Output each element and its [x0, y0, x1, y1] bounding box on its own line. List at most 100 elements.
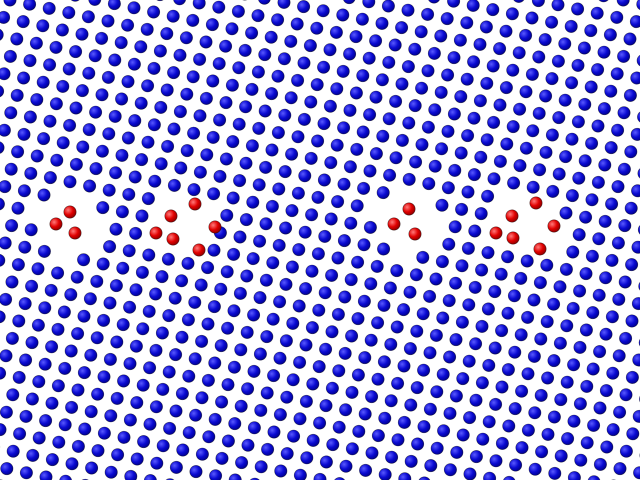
lattice-atom [109, 222, 123, 236]
lattice-atom [481, 302, 495, 316]
lattice-atom [466, 0, 480, 12]
lattice-atom [332, 364, 346, 378]
lattice-atom [12, 370, 26, 384]
lattice-atom [567, 358, 581, 372]
lattice-atom [259, 160, 273, 174]
lattice-atom [227, 247, 241, 261]
lattice-atom [26, 448, 40, 462]
lattice-atom [258, 48, 272, 62]
lattice-atom [548, 466, 562, 480]
lattice-atom [612, 292, 626, 306]
lattice-atom [84, 405, 98, 419]
lattice-atom [0, 349, 13, 363]
lattice-atom [271, 126, 285, 140]
lattice-atom [573, 340, 587, 354]
lattice-atom [469, 393, 483, 407]
lattice-atom [357, 181, 371, 195]
lattice-atom [264, 30, 278, 44]
lattice-atom [606, 423, 620, 437]
lattice-atom [531, 0, 545, 8]
lattice-atom [616, 0, 630, 7]
lattice-atom [489, 397, 503, 411]
lattice-atom [501, 363, 515, 377]
lattice-atom [304, 151, 318, 165]
lattice-atom [325, 268, 339, 282]
lattice-atom [636, 0, 640, 11]
lattice-atom [538, 33, 552, 47]
lattice-atom [411, 437, 425, 451]
lattice-atom [599, 384, 613, 398]
lattice-atom [610, 10, 624, 24]
lattice-atom [501, 250, 515, 264]
lattice-atom [189, 465, 203, 479]
lattice-atom [318, 229, 332, 243]
lattice-atom [443, 463, 457, 477]
lattice-atom [631, 240, 640, 254]
lattice-atom [123, 300, 137, 314]
lattice-atom [142, 304, 156, 318]
lattice-atom [388, 38, 402, 52]
lattice-atom [83, 179, 97, 193]
lattice-atom [219, 39, 233, 53]
lattice-atom [488, 285, 502, 299]
lattice-atom [579, 323, 593, 337]
lattice-atom [617, 49, 631, 63]
lattice-atom [97, 370, 111, 384]
lattice-atom [507, 289, 521, 303]
lattice-atom [23, 110, 37, 124]
lattice-atom [241, 382, 255, 396]
lattice-atom [305, 208, 319, 222]
lattice-atom [45, 340, 59, 354]
lattice-atom [4, 106, 18, 120]
lattice-atom [305, 264, 319, 278]
lattice-atom [337, 121, 351, 135]
lattice-atom [397, 415, 411, 429]
lattice-atom [338, 346, 352, 360]
lattice-atom [587, 475, 601, 480]
lattice-atom [0, 141, 5, 154]
lattice-atom [423, 289, 437, 303]
lattice-atom [611, 180, 625, 194]
lattice-atom [225, 78, 239, 92]
lattice-atom [16, 15, 30, 29]
lattice-atom [247, 364, 261, 378]
lattice-atom [254, 403, 268, 417]
lattice-atom [221, 321, 235, 335]
lattice-atom [52, 435, 66, 449]
lattice-atom [143, 474, 157, 480]
lattice-atom [274, 464, 288, 478]
lattice-atom [238, 43, 252, 57]
lattice-atom [356, 69, 370, 83]
lattice-atom [365, 390, 379, 404]
lattice-atom [115, 148, 129, 162]
lattice-atom [434, 29, 448, 43]
lattice-atom [410, 324, 424, 338]
lattice-atom [17, 71, 31, 85]
lattice-atom [212, 0, 226, 14]
lattice-atom [519, 85, 533, 99]
lattice-atom [390, 264, 404, 278]
lattice-atom [617, 106, 631, 120]
lattice-atom [135, 209, 149, 223]
lattice-atom [506, 120, 520, 134]
lattice-atom [319, 399, 333, 413]
lattice-atom [636, 54, 640, 67]
lattice-atom [161, 139, 175, 153]
lattice-atom [499, 24, 513, 38]
lattice-atom [455, 315, 469, 329]
lattice-atom [552, 111, 566, 125]
lattice-atom [351, 255, 365, 269]
lattice-atom [521, 310, 535, 324]
lattice-atom [311, 190, 325, 204]
lattice-atom [499, 81, 513, 95]
lattice-atom [561, 432, 575, 446]
lattice-atom [10, 32, 24, 46]
lattice-atom [273, 295, 287, 309]
lattice-atom [258, 0, 271, 5]
lattice-atom [541, 427, 555, 441]
lattice-atom [286, 373, 300, 387]
lattice-atom [77, 366, 91, 380]
lattice-atom [440, 12, 454, 26]
lattice-atom [349, 86, 363, 100]
lattice-atom [267, 369, 281, 383]
